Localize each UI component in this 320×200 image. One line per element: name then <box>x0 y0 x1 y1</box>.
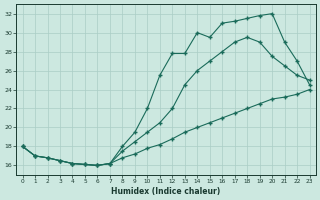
X-axis label: Humidex (Indice chaleur): Humidex (Indice chaleur) <box>111 187 221 196</box>
